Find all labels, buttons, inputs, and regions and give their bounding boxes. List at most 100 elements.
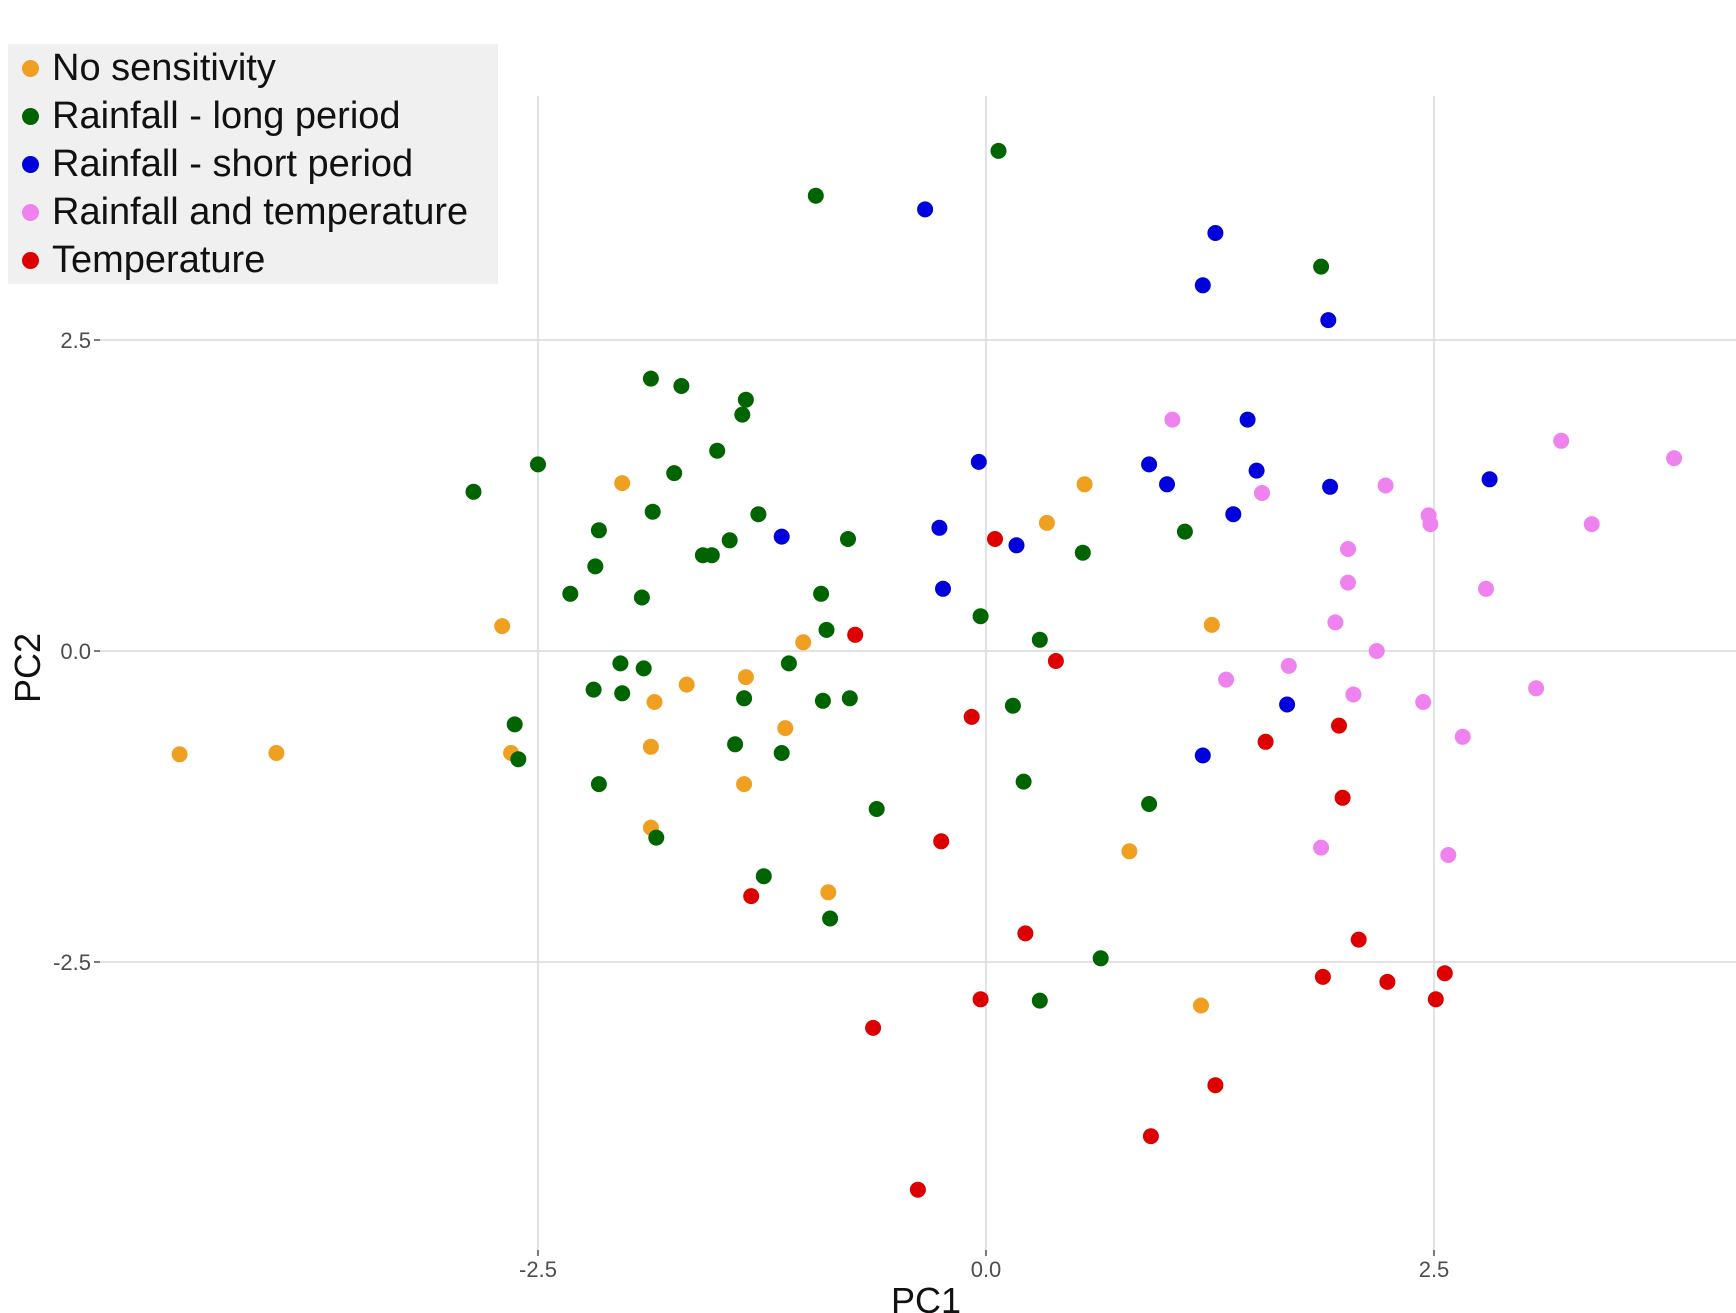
data-point (1327, 614, 1344, 631)
series-rainfall-short-period (773, 201, 1498, 764)
data-point (1313, 839, 1330, 856)
data-point (734, 406, 751, 423)
x-axis-title: PC1 (891, 1280, 961, 1313)
data-point (840, 531, 856, 547)
legend-label: Temperature (52, 239, 266, 281)
data-point (820, 884, 837, 901)
data-point (642, 738, 659, 755)
data-point (1340, 574, 1356, 591)
data-point (909, 1181, 926, 1198)
data-point (773, 745, 790, 761)
data-point (777, 720, 794, 737)
data-point (268, 745, 285, 761)
data-point (703, 547, 720, 564)
data-point (780, 655, 797, 672)
legend-swatch (21, 155, 39, 173)
data-point (1076, 476, 1093, 493)
data-point (1322, 478, 1339, 495)
data-point (1331, 717, 1347, 734)
data-point (530, 456, 546, 473)
data-point (727, 736, 744, 753)
data-point (1666, 450, 1683, 467)
data-point (1203, 616, 1220, 633)
data-point (795, 634, 812, 651)
data-point (587, 558, 604, 575)
data-point (1320, 312, 1337, 329)
data-point (171, 746, 188, 763)
data-point (1478, 580, 1494, 597)
data-point (1345, 686, 1362, 703)
data-point (1528, 680, 1545, 697)
data-point (868, 801, 885, 817)
data-point (1074, 544, 1091, 561)
data-point (814, 692, 831, 709)
data-point (1239, 411, 1256, 428)
data-point (1422, 516, 1439, 533)
data-point (1141, 456, 1158, 473)
data-point (678, 676, 695, 693)
y-tick-label: -2.5 (53, 950, 91, 975)
data-point (807, 187, 824, 204)
legend-key (8, 44, 52, 92)
data-point (963, 708, 980, 725)
data-point (990, 142, 1007, 159)
data-point (773, 528, 790, 545)
legend-item: No sensitivity (8, 44, 276, 92)
data-point (1015, 773, 1032, 790)
data-point (1194, 277, 1211, 294)
data-point (1159, 476, 1175, 493)
x-tick-label: -2.5 (519, 1257, 557, 1282)
legend-swatch (21, 59, 39, 77)
data-point (1280, 657, 1297, 674)
legend-item: Rainfall - short period (8, 140, 413, 188)
data-point (1257, 733, 1274, 750)
data-point (506, 716, 523, 733)
legend-label: Rainfall - short period (52, 143, 414, 185)
legend-key (8, 140, 52, 188)
data-point (1031, 631, 1048, 648)
data-point (818, 621, 835, 638)
data-point (614, 685, 631, 702)
data-point (644, 503, 661, 520)
data-point (1454, 728, 1471, 745)
data-point (1193, 997, 1209, 1014)
data-point (1427, 991, 1444, 1008)
data-point (1194, 747, 1211, 764)
y-tick-label: 0.0 (60, 639, 91, 664)
series-rainfall-and-temperature (1164, 411, 1683, 863)
data-point (1047, 653, 1064, 669)
data-point (465, 483, 482, 500)
data-point (1225, 506, 1242, 523)
legend-key (8, 188, 52, 236)
data-point (755, 868, 772, 885)
data-point (847, 626, 864, 643)
data-point (510, 751, 527, 768)
legend: No sensitivity Rainfall - long period Rain… (8, 44, 498, 284)
data-point (1279, 696, 1296, 713)
data-point (646, 694, 663, 710)
data-point (865, 1019, 882, 1036)
x-tick-label: 0.0 (971, 1257, 1002, 1282)
data-point (931, 519, 948, 536)
data-point (1031, 992, 1048, 1009)
legend-item: Rainfall and temperature (8, 188, 468, 236)
data-point (1121, 843, 1138, 860)
data-point (1254, 485, 1270, 501)
legend-label: Rainfall - long period (52, 95, 401, 137)
data-point (562, 585, 579, 602)
data-point (590, 522, 607, 539)
x-tick-label: 2.5 (1419, 1257, 1450, 1282)
data-point (614, 475, 631, 492)
data-point (737, 391, 754, 408)
axis-ticks: -2.5 0.0 2.5 2.5 0.0 -2.5 (53, 328, 1449, 1282)
data-point (709, 442, 726, 459)
data-point (987, 531, 1003, 547)
data-point (813, 585, 830, 602)
data-point (1436, 965, 1453, 982)
data-point (633, 589, 650, 606)
data-point (642, 370, 659, 387)
data-point (841, 690, 858, 707)
data-point (1092, 950, 1109, 967)
data-point (1248, 462, 1265, 479)
